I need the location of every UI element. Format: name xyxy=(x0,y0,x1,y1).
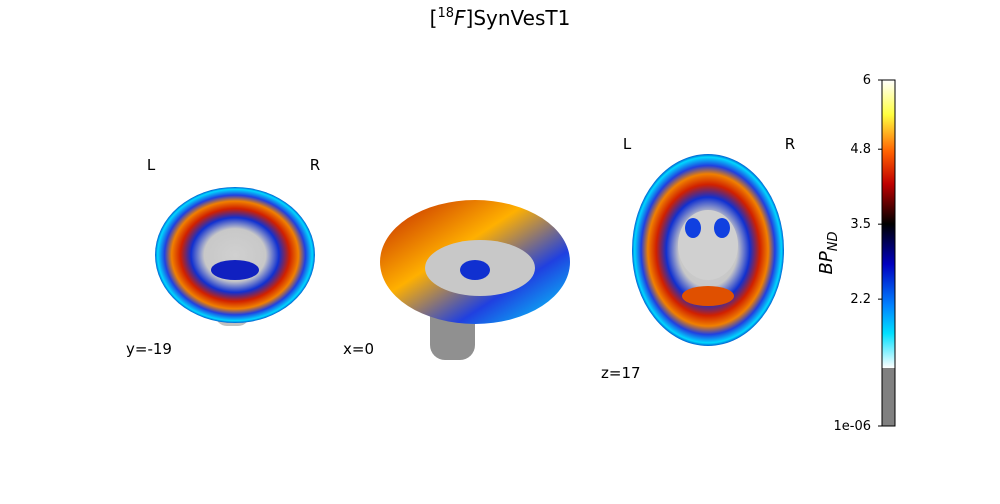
colorbar-tick-label: 4.8 xyxy=(850,142,871,157)
right-label: R xyxy=(785,135,795,153)
right-label: R xyxy=(310,156,320,174)
colorbar-ticks: 1e-06 2.2 3.5 4.8 6 xyxy=(833,73,882,434)
colorbar-label: BPND xyxy=(816,232,841,275)
colorbar-threshold xyxy=(882,368,895,426)
colorbar-tick-label: 3.5 xyxy=(850,217,871,232)
coordinate-label: x=0 xyxy=(343,340,374,358)
coronal-slice xyxy=(155,187,315,326)
title: [18F]SynVesT1 xyxy=(430,6,571,30)
colorbar-frame xyxy=(881,79,896,427)
axial-slice xyxy=(632,154,784,346)
left-label: L xyxy=(623,135,632,153)
coordinate-label: z=17 xyxy=(601,364,641,382)
left-label: L xyxy=(147,156,156,174)
sagittal-slice xyxy=(380,200,570,360)
colorbar-tick-label: 6 xyxy=(863,73,871,88)
colorbar-tick-label: 2.2 xyxy=(850,292,871,307)
colorbar xyxy=(882,80,895,368)
coordinate-label: y=-19 xyxy=(126,340,172,358)
colorbar-tick-label: 1e-06 xyxy=(833,419,871,434)
